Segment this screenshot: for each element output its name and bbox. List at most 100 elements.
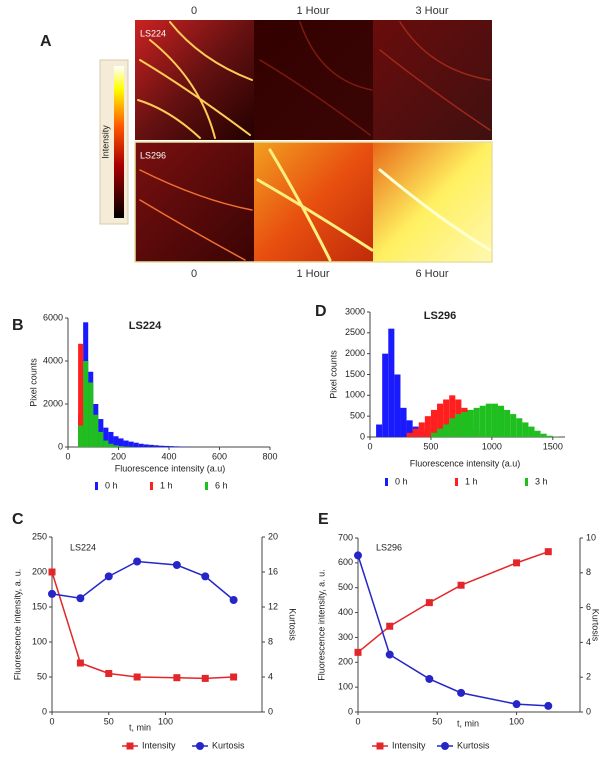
histogram-bar [443, 424, 450, 437]
histogram-bar [406, 432, 413, 437]
data-point [425, 674, 434, 683]
histogram-bar [174, 446, 180, 447]
row-frame [134, 141, 493, 263]
chart-title: LS296 [376, 542, 402, 552]
x-axis-label: t, min [457, 718, 479, 728]
data-point [230, 673, 238, 681]
histogram-bar [118, 438, 124, 447]
data-point [133, 673, 141, 681]
panel-label: C [12, 511, 24, 528]
histogram-bar [546, 435, 553, 437]
column-label: 0 [191, 5, 197, 17]
micrograph [373, 20, 492, 140]
y-tick-label: 1500 [345, 369, 365, 379]
y-tick-label: 500 [350, 411, 365, 421]
histogram-bar [143, 444, 149, 447]
chart-title: LS296 [424, 310, 456, 322]
data-point [354, 551, 362, 560]
histogram-bar [418, 422, 425, 437]
data-point [48, 568, 56, 576]
x-axis-label: Fluorescence intensity (a.u) [115, 463, 226, 473]
x-tick-label: 0 [367, 441, 372, 451]
histogram-bar [522, 422, 529, 437]
data-point [172, 561, 181, 569]
panel-label: E [318, 511, 329, 528]
legend-label: 0 h [105, 480, 118, 490]
y2-axis-label: Kurtosis [288, 608, 298, 641]
y2-tick-label: 0 [586, 706, 591, 716]
y-tick-label: 300 [338, 632, 353, 642]
data-point [201, 674, 209, 682]
data-point [544, 548, 552, 556]
y2-tick-label: 0 [268, 706, 273, 716]
histogram-bar [103, 427, 109, 447]
y-tick-label: 150 [32, 601, 47, 611]
micrograph [254, 142, 373, 262]
histogram-bar [437, 403, 444, 437]
y2-tick-label: 8 [586, 567, 591, 577]
x-tick-label: 1000 [482, 441, 502, 451]
histogram-bar [540, 433, 547, 437]
histogram-bar [133, 442, 139, 447]
y-tick-label: 0 [348, 706, 353, 716]
y2-tick-label: 2 [586, 672, 591, 682]
data-point [201, 572, 210, 581]
data-point [512, 700, 521, 709]
legend-swatch [95, 482, 98, 490]
histogram-bar [534, 430, 541, 437]
panel-label: B [12, 317, 24, 334]
chart-title: LS224 [129, 320, 162, 332]
legend-swatch [150, 482, 153, 490]
histogram-bar [148, 444, 154, 447]
histogram-bar [449, 395, 456, 437]
column-label: 1 Hour [296, 5, 329, 17]
y-tick-label: 2000 [43, 398, 63, 408]
row-label: LS224 [140, 28, 166, 38]
legend-label: 3 h [535, 476, 548, 486]
x-tick-label: 400 [161, 451, 176, 461]
histogram-bar [88, 382, 94, 447]
histogram-bar [123, 440, 129, 447]
legend-swatch [385, 478, 388, 486]
y-tick-label: 0 [58, 441, 63, 451]
legend-marker [376, 742, 384, 750]
histogram-bar [412, 428, 419, 437]
legend-label: Intensity [392, 740, 426, 750]
data-point [386, 622, 394, 630]
y-axis-label: Pixel counts [328, 350, 338, 399]
histogram-bar [103, 440, 109, 447]
data-point [104, 572, 113, 581]
data-line [51, 560, 235, 601]
y-tick-label: 2500 [345, 327, 365, 337]
data-point [425, 599, 433, 607]
x-tick-label: 800 [262, 451, 277, 461]
y2-tick-label: 4 [268, 671, 273, 681]
y-tick-label: 200 [32, 566, 47, 576]
histogram-bar [153, 445, 159, 447]
histogram-bar [118, 446, 124, 447]
row-label: LS296 [140, 150, 166, 160]
micrograph [254, 20, 373, 140]
histogram-bar [113, 445, 119, 447]
data-point [76, 594, 85, 603]
histogram-bar [138, 443, 144, 447]
data-point [48, 589, 56, 598]
panel-label: A [40, 33, 52, 50]
y2-tick-label: 6 [586, 602, 591, 612]
y-axis-label: Pixel counts [28, 358, 38, 407]
histogram-bar [382, 353, 389, 437]
x-tick-label: 100 [158, 716, 173, 726]
data-point [457, 581, 465, 589]
histogram-bar [485, 403, 492, 437]
y-tick-label: 2000 [345, 348, 365, 358]
x-tick-label: 500 [423, 441, 438, 451]
y2-tick-label: 12 [268, 601, 278, 611]
y-tick-label: 0 [360, 431, 365, 441]
histogram-bar [108, 431, 114, 447]
y-tick-label: 200 [338, 657, 353, 667]
histogram-bar [78, 425, 84, 447]
legend-label: Intensity [142, 740, 176, 750]
y-tick-label: 100 [32, 636, 47, 646]
histogram-bar [497, 405, 505, 437]
y-tick-label: 0 [42, 706, 47, 716]
